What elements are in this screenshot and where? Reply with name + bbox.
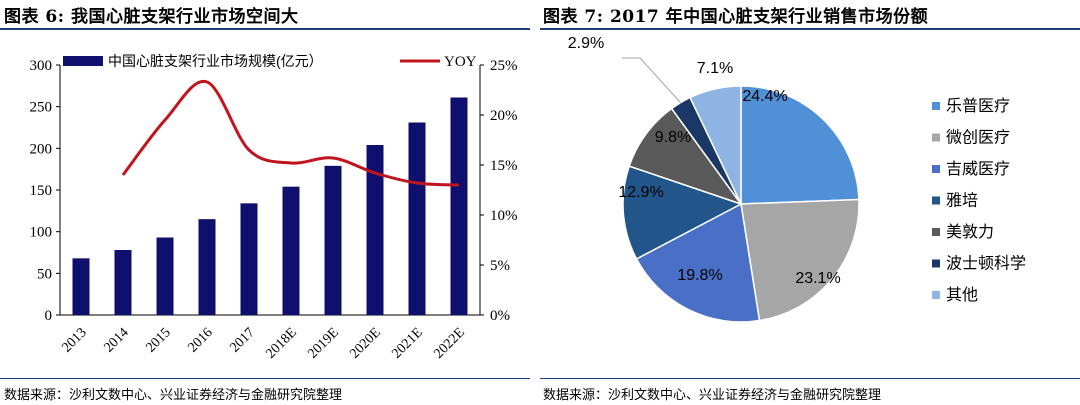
pie-value-label: 7.1% [697, 60, 733, 77]
pie-legend-swatch [932, 165, 940, 173]
left-y-tick-label: 250 [30, 100, 53, 116]
pie-value-label: 19.8% [677, 267, 722, 284]
x-tick-label: 2018E [263, 325, 299, 361]
legend-label-bar: 中国心脏支架行业市场规模(亿元） [108, 53, 323, 69]
pie-legend-swatch [932, 259, 940, 268]
left-source-rule [0, 378, 530, 379]
pie-legend-label: 波士顿科学 [946, 255, 1026, 273]
pie-slice [622, 165, 743, 260]
left-y-tick-label: 100 [30, 225, 53, 241]
left-title-rule [0, 28, 530, 30]
left-y-tick-label: 50 [37, 266, 52, 282]
left-chart-title: 图表 6: 我国心脏支架行业市场空间大 [4, 7, 299, 27]
pie-slice [628, 107, 743, 206]
pie-legend-label: 其他 [946, 286, 978, 304]
pie-value-label: 2.9% [568, 35, 604, 52]
bar [72, 258, 90, 315]
left-y-tick-label: 150 [30, 183, 53, 199]
bar [324, 165, 342, 315]
x-tick-label: 2016 [185, 325, 215, 355]
pie-slice [635, 202, 761, 323]
pie-value-label: 9.8% [655, 129, 691, 146]
pie-slice [689, 85, 742, 205]
pie-value-label: 12.9% [618, 184, 663, 201]
pie-legend-label: 微创医疗 [946, 129, 1010, 147]
x-tick-label: 2013 [59, 325, 89, 355]
right-source-note: 数据来源：沙利文数中心、兴业证券经济与金融研究院整理 [543, 388, 882, 403]
bar [366, 145, 384, 315]
left-source-note: 数据来源：沙利文数中心、兴业证券经济与金融研究院整理 [4, 388, 343, 403]
bar [450, 97, 468, 315]
pie-value-label: 24.4% [742, 88, 787, 105]
pie-slice [740, 85, 860, 205]
right-y-tick-label: 0% [490, 308, 510, 324]
x-tick-label: 2015 [143, 325, 173, 355]
pie-leader-line [622, 57, 681, 103]
pie-slice [740, 198, 860, 322]
left-y-tick-label: 0 [45, 308, 53, 324]
yoy-line [121, 79, 460, 187]
pie-legend-swatch [932, 133, 940, 142]
pie-legend-swatch [932, 196, 940, 205]
right-y-tick-label: 10% [490, 208, 518, 224]
bar [114, 250, 132, 315]
right-y-tick-label: 25% [490, 58, 518, 74]
bar [198, 219, 216, 315]
right-y-tick-label: 20% [490, 108, 518, 124]
right-y-tick-label: 15% [490, 158, 518, 174]
x-tick-label: 2021E [389, 325, 425, 361]
x-tick-label: 2022E [431, 325, 467, 361]
right-title-rule [540, 28, 1080, 30]
pie-legend-swatch [932, 228, 940, 236]
bar [408, 122, 426, 315]
pie-legend-label: 乐普医疗 [946, 97, 1010, 115]
pie-legend-swatch [932, 291, 940, 299]
pie-value-label: 23.1% [795, 270, 840, 287]
legend-label-line: YOY [444, 54, 477, 70]
x-tick-label: 2014 [101, 325, 131, 355]
right-source-rule [540, 378, 1080, 379]
bar [282, 186, 300, 315]
right-chart-title: 图表 7: 2017 年中国心脏支架行业销售市场份额 [543, 7, 929, 27]
x-tick-label: 2020E [347, 325, 383, 361]
legend-swatch-bar [63, 56, 103, 66]
bar [156, 237, 174, 315]
pie-legend-label: 吉威医疗 [946, 160, 1010, 178]
left-y-tick-label: 200 [30, 141, 53, 157]
x-tick-label: 2019E [305, 325, 341, 361]
pie-legend-swatch [932, 102, 940, 110]
left-y-tick-label: 300 [30, 58, 53, 74]
x-tick-label: 2017 [227, 325, 257, 355]
pie-legend-label: 雅培 [946, 192, 978, 210]
bar [240, 203, 258, 315]
pie-legend-label: 美敦力 [946, 223, 994, 241]
right-y-tick-label: 5% [490, 258, 510, 274]
